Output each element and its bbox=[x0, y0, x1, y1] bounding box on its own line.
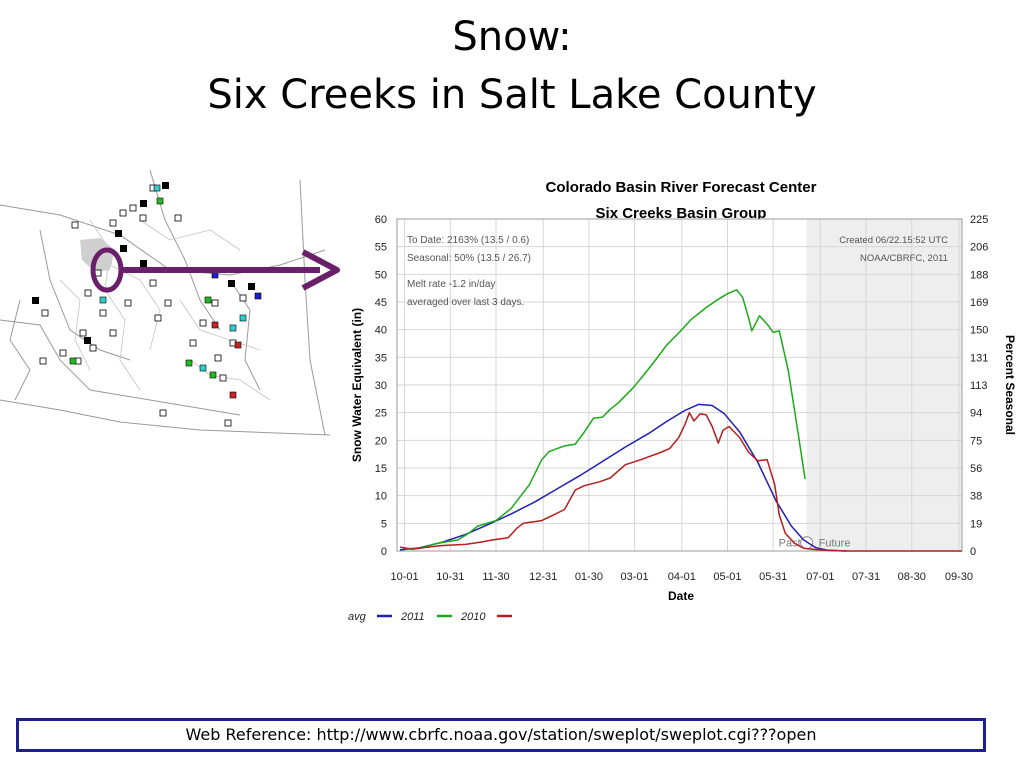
x-tick-label: 11-30 bbox=[482, 571, 509, 583]
x-tick-label: 12-31 bbox=[529, 571, 557, 583]
series-line-2010 bbox=[399, 411, 962, 552]
x-tick-label: 03-01 bbox=[621, 571, 649, 583]
legend-label-avg: avg bbox=[348, 611, 367, 623]
station-markers bbox=[39, 184, 247, 427]
y2-tick-label: 94 bbox=[970, 408, 982, 420]
legend-label-2011: 2011 bbox=[400, 611, 425, 623]
x-tick-label: 07-01 bbox=[806, 571, 834, 583]
y2-tick-label: 206 bbox=[970, 242, 988, 254]
y-tick-label: 10 bbox=[375, 491, 387, 503]
station-markers-black bbox=[32, 182, 255, 344]
y-tick-label: 40 bbox=[375, 325, 387, 337]
x-tick-label: 04-01 bbox=[668, 571, 696, 583]
y2-tick-label: 131 bbox=[970, 352, 988, 364]
y2-tick-label: 56 bbox=[970, 463, 982, 475]
info-left-line: To Date: 2163% (13.5 / 0.6) bbox=[407, 235, 529, 246]
plot-frame bbox=[396, 218, 963, 552]
past-label: Past bbox=[779, 538, 801, 550]
y-tick-label: 30 bbox=[375, 380, 387, 392]
x-tick-label: 10-31 bbox=[436, 571, 464, 583]
y2-tick-label: 19 bbox=[970, 518, 982, 530]
x-tick-label: 01-30 bbox=[575, 571, 603, 583]
y2-tick-label: 75 bbox=[970, 435, 982, 447]
legend-label-2010: 2010 bbox=[460, 611, 486, 623]
info-left-line: averaged over last 3 days. bbox=[407, 297, 524, 308]
highlight-circle bbox=[90, 247, 124, 293]
chart-subtitle: Six Creeks Basin Group bbox=[596, 205, 767, 222]
y2-tick-label: 225 bbox=[970, 214, 988, 226]
web-reference: Web Reference: http://www.cbrfc.noaa.gov… bbox=[16, 718, 986, 752]
title-line-2: Six Creeks in Salt Lake County bbox=[207, 72, 817, 118]
y-tick-label: 0 bbox=[381, 546, 387, 558]
y2-axis-label: Percent Seasonal bbox=[1003, 335, 1017, 435]
y-tick-label: 15 bbox=[375, 463, 387, 475]
y-tick-label: 50 bbox=[375, 269, 387, 281]
y2-tick-label: 38 bbox=[970, 491, 982, 503]
station-markers-color bbox=[69, 184, 262, 399]
y2-tick-label: 169 bbox=[970, 297, 988, 309]
x-tick-label: 05-01 bbox=[713, 571, 741, 583]
x-tick-label: 05-31 bbox=[759, 571, 787, 583]
y2-tick-label: 188 bbox=[970, 269, 988, 281]
y-tick-label: 55 bbox=[375, 242, 387, 254]
x-tick-label: 07-31 bbox=[852, 571, 880, 583]
y-tick-label: 5 bbox=[381, 518, 387, 530]
series-line-avg bbox=[399, 403, 847, 552]
y2-tick-label: 0 bbox=[970, 546, 976, 558]
y-tick-label: 45 bbox=[375, 297, 387, 309]
y2-tick-label: 150 bbox=[970, 325, 988, 337]
info-left-line: Melt rate -1.2 in/day bbox=[407, 279, 495, 290]
x-tick-label: 09-30 bbox=[945, 571, 973, 583]
y-tick-label: 25 bbox=[375, 408, 387, 420]
y-axis-label: Snow Water Equivalent (in) bbox=[350, 308, 364, 462]
y-tick-label: 60 bbox=[375, 214, 387, 226]
future-label: Future bbox=[819, 538, 851, 550]
x-tick-label: 10-01 bbox=[391, 571, 419, 583]
x-tick-label: 08-30 bbox=[898, 571, 926, 583]
pointer-arrow bbox=[90, 247, 340, 293]
info-left-line: Seasonal: 50% (13.5 / 26.7) bbox=[407, 253, 531, 264]
info-right-line: Created 06/22.15:52 UTC bbox=[839, 235, 948, 246]
y2-tick-label: 113 bbox=[970, 380, 988, 392]
series-line-2011 bbox=[404, 289, 806, 550]
y-tick-label: 35 bbox=[375, 352, 387, 364]
info-right-line: NOAA/CBRFC, 2011 bbox=[860, 253, 948, 264]
y-tick-label: 20 bbox=[375, 435, 387, 447]
slide-title: Snow: Six Creeks in Salt Lake County bbox=[0, 8, 1024, 124]
x-axis-label: Date bbox=[668, 589, 694, 603]
swe-chart: Colorado Basin River Forecast Center Six… bbox=[348, 179, 1017, 623]
title-line-1: Snow: bbox=[452, 14, 572, 60]
chart-title: Colorado Basin River Forecast Center bbox=[546, 179, 817, 196]
basin-map bbox=[0, 169, 330, 436]
